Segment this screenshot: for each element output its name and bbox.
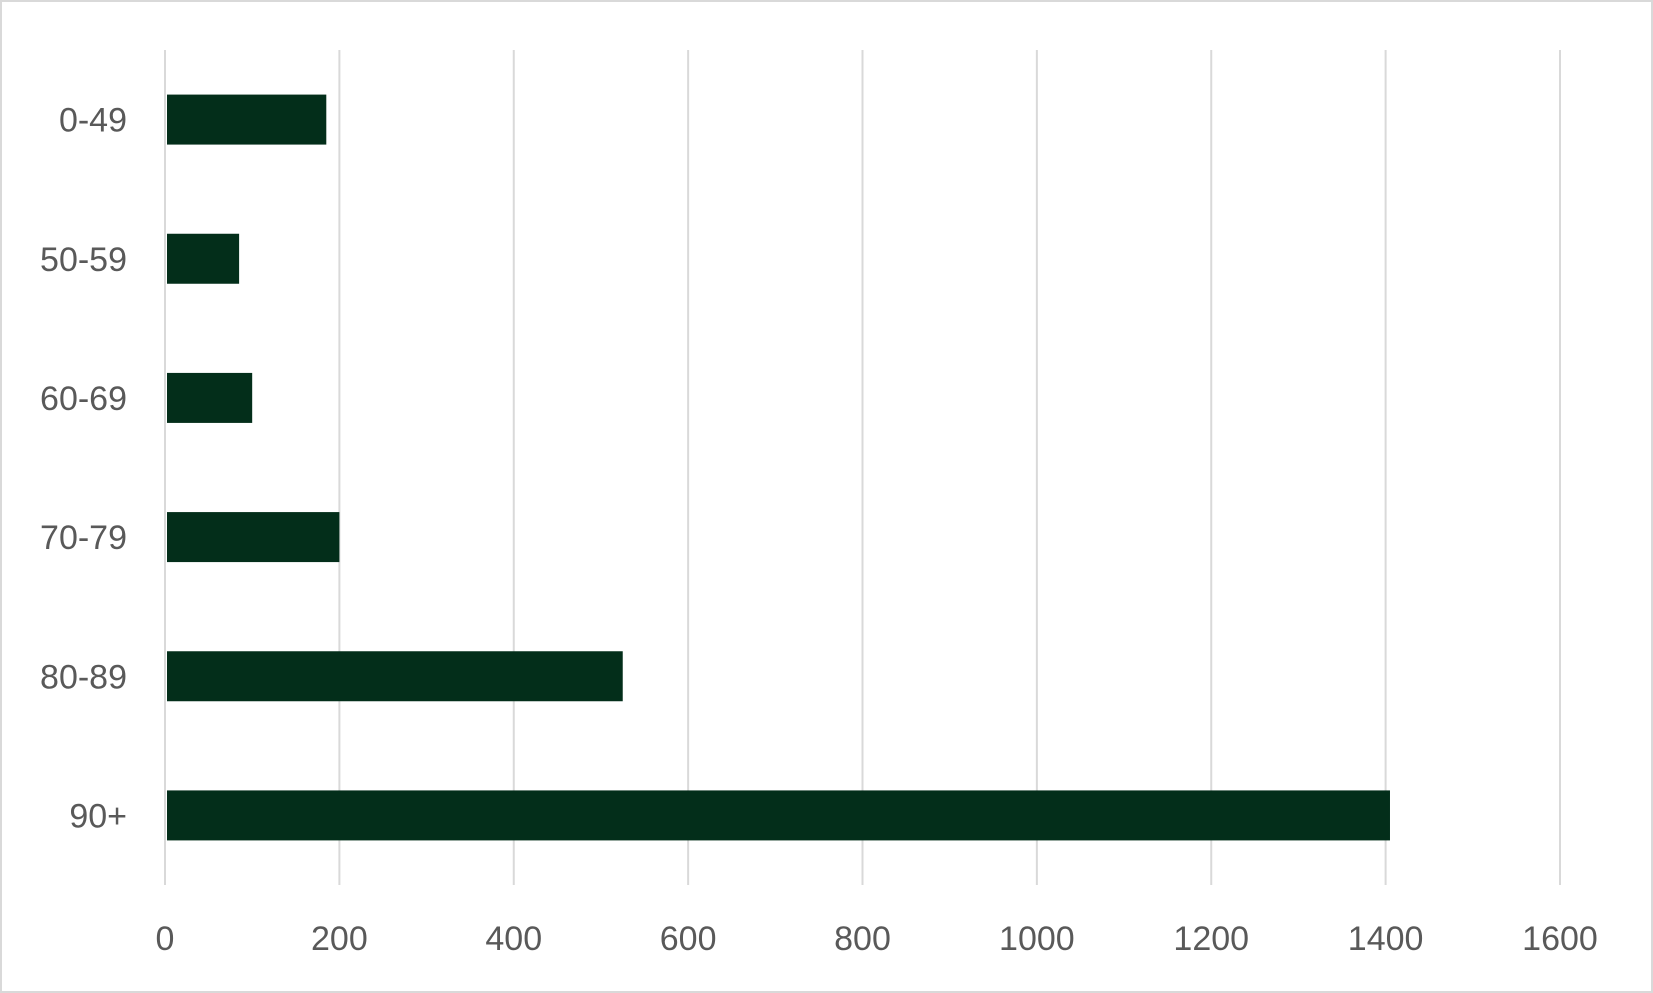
bar-50-59: [167, 233, 240, 284]
x-tick-label-1600: 1600: [1522, 920, 1598, 958]
x-tick-label-800: 800: [834, 920, 891, 958]
x-tick-label-1000: 1000: [999, 920, 1075, 958]
x-tick-label-1400: 1400: [1348, 920, 1424, 958]
gridlines: [338, 50, 1561, 885]
x-tick-label-600: 600: [660, 920, 717, 958]
category-axis: 0-49 50-59 60-69 70-79 80-89 90+: [40, 50, 166, 885]
bars: [167, 94, 1390, 841]
x-tick-label-200: 200: [311, 920, 368, 958]
bar-80-89: [167, 651, 623, 702]
y-tick-label-90+: 90+: [69, 797, 127, 835]
y-tick-label-80-89: 80-89: [40, 658, 127, 696]
bar-0-49: [167, 94, 327, 145]
y-tick-label-0-49: 0-49: [59, 102, 127, 140]
x-tick-label-1200: 1200: [1173, 920, 1249, 958]
bar-90+: [167, 790, 1390, 841]
x-tick-label-0: 0: [156, 920, 175, 958]
bar-70-79: [167, 512, 340, 563]
y-tick-label-70-79: 70-79: [40, 519, 127, 557]
bar-60-69: [167, 372, 253, 423]
y-tick-label-50-59: 50-59: [40, 241, 127, 279]
x-tick-label-400: 400: [485, 920, 542, 958]
value-axis: 0 200 400 600 800 1000 1200 1400 1600: [156, 920, 1598, 958]
y-tick-label-60-69: 60-69: [40, 380, 127, 418]
